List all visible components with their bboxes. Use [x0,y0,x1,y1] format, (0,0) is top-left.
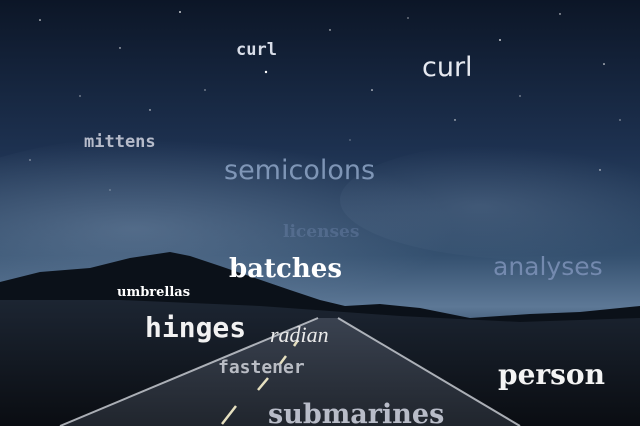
word-batches: batches [229,254,342,284]
word-mittens: mittens [84,132,156,152]
road-edge-right [337,317,521,426]
word-submarines: submarines [268,399,445,426]
word-radian: radian [270,322,329,347]
stars [29,11,621,191]
road-center-dashes [221,339,300,425]
word-licenses: licenses [283,222,360,242]
word-umbrellas: umbrellas [117,285,191,300]
road [60,318,520,426]
cloud-haze-right [340,140,640,260]
word-curl-large: curl [422,52,473,83]
word-analyses: analyses [493,252,603,281]
word-person: person [498,358,605,391]
word-fastener: fastener [218,357,305,378]
road-edge-left [59,317,319,426]
word-curl-small: curl [236,40,277,60]
word-semicolons: semicolons [224,155,376,186]
word-hinges: hinges [145,311,247,344]
